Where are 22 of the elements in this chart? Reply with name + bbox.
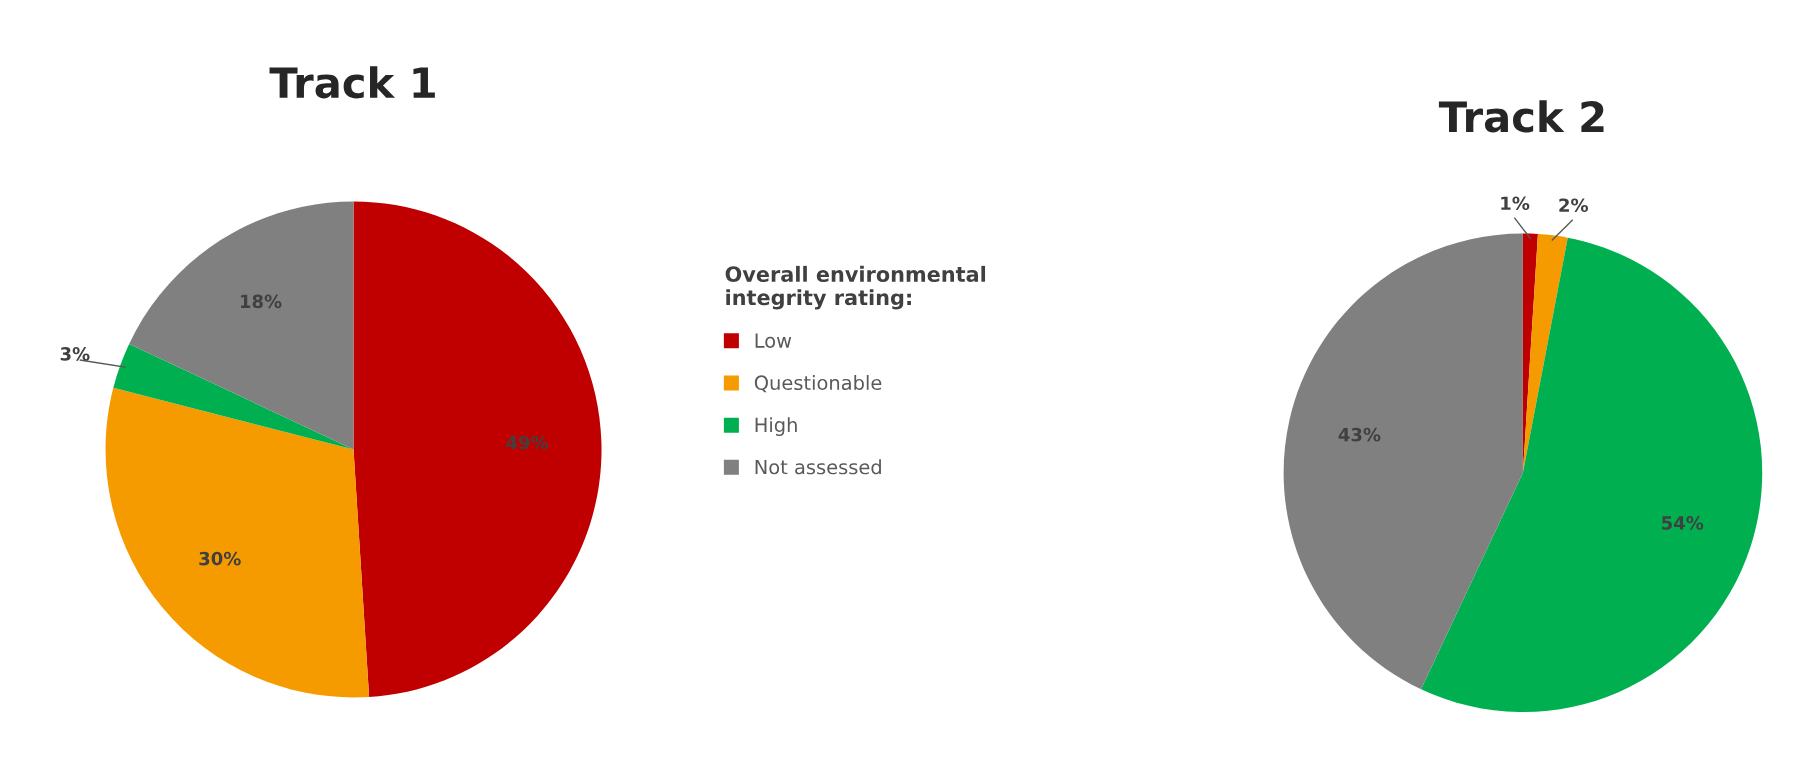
legend-title: Overall environmental integrity rating:	[725, 265, 986, 310]
data-label: 43%	[1338, 427, 1381, 442]
data-label: 54%	[1662, 516, 1704, 530]
pie-slice	[1522, 233, 1568, 473]
data-label: 49%	[506, 435, 549, 450]
pie-slice	[353, 201, 602, 698]
pie-slice	[105, 387, 370, 698]
chart-title: Track 2	[1438, 100, 1604, 133]
pie-slice	[129, 201, 354, 450]
legend-label: Not assessed	[755, 459, 881, 475]
legend-label: Questionable	[754, 375, 882, 393]
data-label: 3%	[60, 346, 90, 361]
legend-label: High	[755, 417, 797, 436]
data-label: 18%	[240, 294, 282, 309]
pie-slice	[1283, 233, 1523, 690]
data-label: 2%	[1559, 198, 1589, 213]
legend-label: Low	[755, 333, 792, 348]
data-label: 1%	[1501, 196, 1530, 211]
pie-slice	[1421, 237, 1763, 713]
pie-slice	[113, 343, 354, 450]
chart-title: Track 1	[269, 66, 435, 99]
data-label: 30%	[199, 551, 241, 566]
